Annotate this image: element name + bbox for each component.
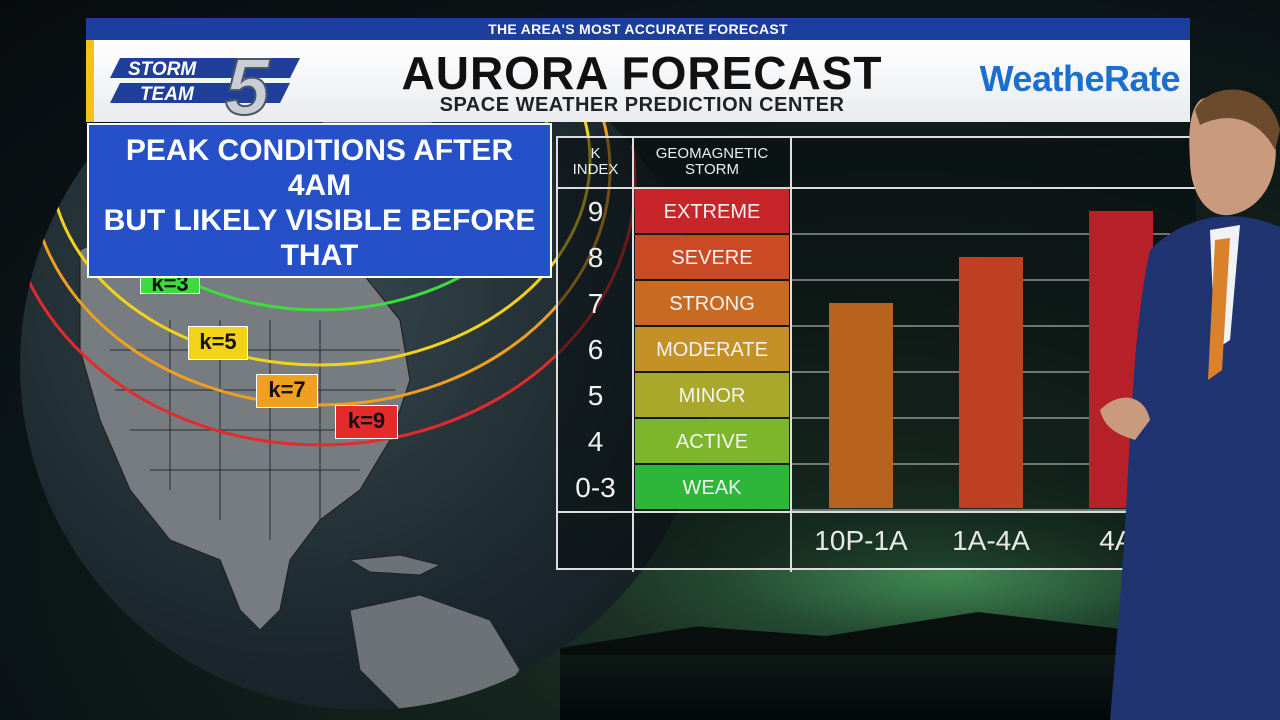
- storm-level-cell: [635, 281, 789, 325]
- k7-marker: k=7: [256, 374, 318, 408]
- storm-level-label: SEVERE: [671, 247, 752, 269]
- storm-level-cell: [635, 373, 789, 417]
- storm-level-cell: [635, 189, 789, 233]
- x-tick-label: 1A-4A: [952, 525, 1030, 556]
- k-index-value: 6: [588, 334, 604, 365]
- storm-level-cell: [635, 465, 789, 509]
- storm-level-label: STRONG: [669, 293, 755, 315]
- south-america-landmass: [349, 594, 521, 710]
- logo-team-text: TEAM: [140, 84, 195, 105]
- page-subtitle: SPACE WEATHER PREDICTION CENTER: [439, 94, 845, 116]
- k-index-value: 8: [588, 242, 604, 273]
- callout-line-4: THAT: [280, 239, 359, 272]
- meteorologist: [1100, 89, 1280, 720]
- caribbean-islands: [348, 554, 442, 576]
- k-index-header: K: [590, 145, 600, 162]
- k9-marker-label: k=9: [347, 408, 386, 433]
- bar-1A-4A: [959, 257, 1023, 508]
- callout-line-2: 4AM: [287, 169, 352, 202]
- storm-level-cell: [635, 235, 789, 279]
- callout-line-1: PEAK CONDITIONS AFTER: [125, 134, 514, 167]
- bar-10P-1A: [829, 303, 893, 508]
- geomagnetic-storm-header: STORM: [685, 161, 739, 178]
- callout-line-3: BUT LIKELY VISIBLE BEFORE: [103, 204, 536, 237]
- page-title: AURORA FORECAST: [401, 47, 883, 99]
- storm-level-cell: [635, 419, 789, 463]
- k7-marker-label: k=7: [268, 377, 306, 402]
- k-index-value: 5: [588, 380, 604, 411]
- k5-marker: k=5: [188, 326, 248, 360]
- geomagnetic-storm-header: GEOMAGNETIC: [656, 145, 769, 162]
- storm-level-label: ACTIVE: [676, 431, 748, 453]
- header-banner: STORM TEAM 5 AURORA FORECAST SPACE WEATH…: [86, 40, 1190, 124]
- k-index-value: 7: [588, 288, 604, 319]
- storm-level-label: WEAK: [683, 477, 743, 499]
- k9-marker: k=9: [335, 405, 398, 439]
- weatherate-logo: WeatheRate: [979, 58, 1181, 99]
- k5-marker-label: k=5: [199, 329, 237, 354]
- storm-level-label: EXTREME: [664, 201, 761, 223]
- storm-level-cell: [635, 327, 789, 371]
- state-borders: [110, 320, 400, 540]
- logo-storm-text: STORM: [128, 59, 197, 80]
- storm-team-5-logo: STORM TEAM 5: [110, 41, 300, 124]
- logo-number: 5: [225, 42, 271, 124]
- x-tick-label: 10P-1A: [814, 525, 908, 556]
- k-index-value: 4: [588, 426, 604, 457]
- storm-level-label: MINOR: [679, 385, 746, 407]
- k-index-header: INDEX: [573, 161, 619, 178]
- storm-level-label: MODERATE: [656, 339, 768, 361]
- k-index-value: 9: [588, 196, 604, 227]
- k-index-value: 0-3: [575, 472, 615, 503]
- header-tagline: THE AREA'S MOST ACCURATE FORECAST: [86, 18, 1190, 40]
- forecast-callout: PEAK CONDITIONS AFTER 4AM BUT LIKELY VIS…: [87, 123, 552, 278]
